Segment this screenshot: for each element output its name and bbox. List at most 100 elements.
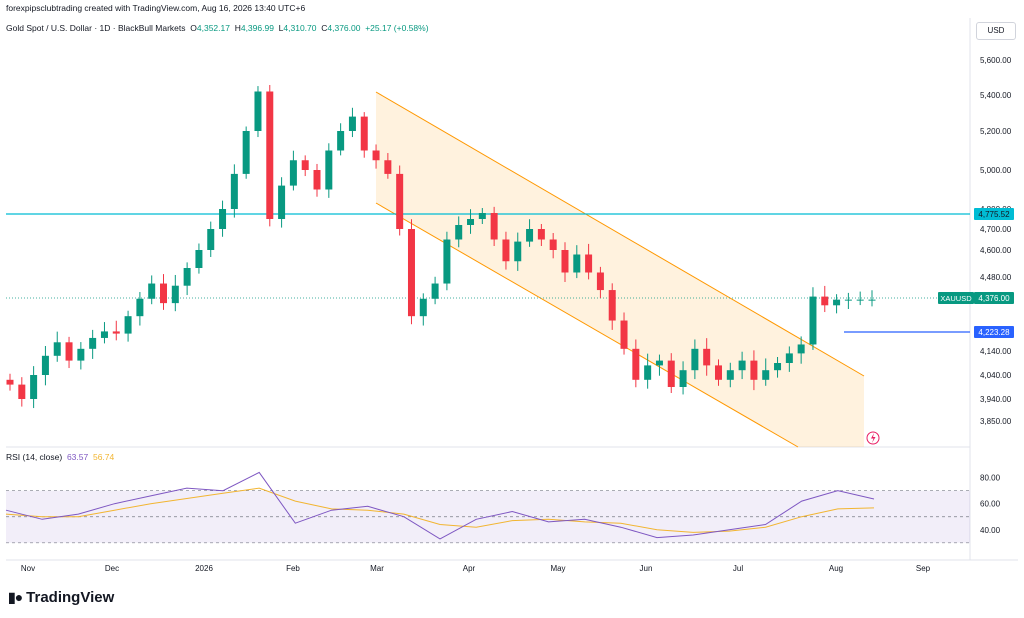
candle-body [6, 379, 14, 385]
candle-body [30, 375, 38, 399]
low-label: L [278, 23, 284, 33]
rsi-line [5, 471, 875, 540]
high-label: H [234, 23, 241, 33]
resistance-tag [974, 208, 1014, 220]
time-tick-label: Feb [286, 564, 300, 573]
price-tick-label: 4,700.00 [980, 225, 1012, 234]
candle-body [313, 170, 321, 190]
rsi-pane: 80.00 60.00 40.00 [5, 471, 1001, 544]
candle-body [809, 296, 817, 345]
support-price: 4,223.28 [978, 328, 1010, 337]
time-axis: Nov Dec 2026 Feb Mar Apr May Jun Jul Aug Sep [21, 564, 931, 573]
close-label: C [321, 23, 328, 33]
candle-body [596, 272, 604, 291]
open-label: O [190, 23, 197, 33]
rsi-title: RSI (14, close) [6, 452, 63, 462]
candle-body [714, 365, 722, 380]
candle-body [750, 360, 758, 380]
low-value: 4,310.70 [283, 23, 317, 33]
candle-body [207, 229, 215, 250]
brand-name: TradingView [26, 589, 115, 606]
price-tick-label: 5,200.00 [980, 127, 1012, 136]
candle-body [455, 225, 463, 240]
candle-body [797, 344, 805, 354]
candle-body [41, 355, 49, 375]
candle-body [53, 342, 61, 356]
time-tick-label: Mar [370, 564, 384, 573]
candle-body [360, 116, 368, 151]
price-tick-label: 5,000.00 [980, 166, 1012, 175]
resistance-price: 4,775.52 [978, 210, 1010, 219]
candle-body [573, 254, 581, 273]
rsi-tick-label: 80.00 [980, 474, 1001, 483]
candle-body [785, 353, 793, 363]
candle-body [100, 331, 108, 338]
candle-body [124, 316, 132, 334]
candle-body [136, 298, 144, 317]
time-tick-label: 2026 [195, 564, 213, 573]
time-tick-label: May [550, 564, 565, 573]
candle-body [325, 150, 333, 190]
time-tick-label: Dec [105, 564, 119, 573]
price-tick-label: 3,850.00 [980, 417, 1012, 426]
change-value: +25.17 (+0.58%) [365, 23, 429, 33]
candle-body [868, 299, 876, 301]
tradingview-logo[interactable]: ▮● TradingView [8, 589, 114, 606]
candle-body [490, 213, 498, 240]
price-tick-label: 4,480.00 [980, 273, 1012, 282]
tradingview-icon: ▮● [8, 589, 23, 605]
time-tick-label: Jul [733, 564, 743, 573]
symbol-name: Gold Spot / U.S. Dollar · 1D · BlackBull… [6, 23, 186, 33]
candle-body [419, 298, 427, 317]
candle-body [160, 283, 168, 304]
time-tick-label: Sep [916, 564, 931, 573]
channel-upper-line[interactable] [375, 91, 865, 377]
candle-body [183, 268, 191, 286]
price-tick-label: 4,600.00 [980, 246, 1012, 255]
candle-body [384, 160, 392, 174]
candle-body [644, 365, 652, 380]
candle-body [703, 348, 711, 366]
support-tag [974, 326, 1014, 338]
price-tick-label: 4,040.00 [980, 371, 1012, 380]
candle-body [478, 213, 486, 219]
candle-body [278, 185, 286, 219]
candle-body [667, 360, 675, 387]
symbol-tag-label: XAUUSD [940, 294, 972, 303]
time-tick-label: Nov [21, 564, 35, 573]
candle-body [112, 331, 120, 334]
rsi-ma-value: 56.74 [92, 452, 115, 462]
candle-body [219, 209, 227, 229]
candle-body [726, 370, 734, 380]
candle-body [467, 219, 475, 225]
candle-body [632, 348, 640, 380]
last-price-tag [974, 292, 1014, 304]
high-value: 4,396.99 [240, 23, 274, 33]
candle-body [833, 299, 841, 306]
rsi-ma-line [5, 487, 875, 533]
currency-button[interactable]: USD [976, 22, 1016, 40]
candle-body [195, 250, 203, 268]
candle-body [655, 360, 663, 366]
candle-body [514, 241, 522, 262]
candle-body [148, 283, 156, 299]
rsi-value: 63.57 [66, 452, 89, 462]
candles-group [6, 85, 876, 409]
candle-body [502, 239, 510, 262]
candle-body [691, 348, 699, 371]
candle-body [171, 285, 179, 304]
symbol-legend: Gold Spot / U.S. Dollar · 1D · BlackBull… [6, 23, 429, 33]
candle-body [738, 360, 746, 371]
candle-body [526, 229, 534, 242]
candle-body [407, 229, 415, 317]
candle-body [443, 239, 451, 284]
candle-body [620, 320, 628, 349]
price-tick-label: 5,600.00 [980, 56, 1012, 65]
candle-body [561, 250, 569, 273]
candle-body [844, 299, 852, 301]
price-chart[interactable]: 5,600.005,400.005,200.005,000.004,800.00… [0, 0, 1024, 580]
price-tick-label: 4,140.00 [980, 347, 1012, 356]
candle-body [254, 91, 262, 131]
rsi-tick-label: 40.00 [980, 526, 1001, 535]
candle-body [348, 116, 356, 131]
